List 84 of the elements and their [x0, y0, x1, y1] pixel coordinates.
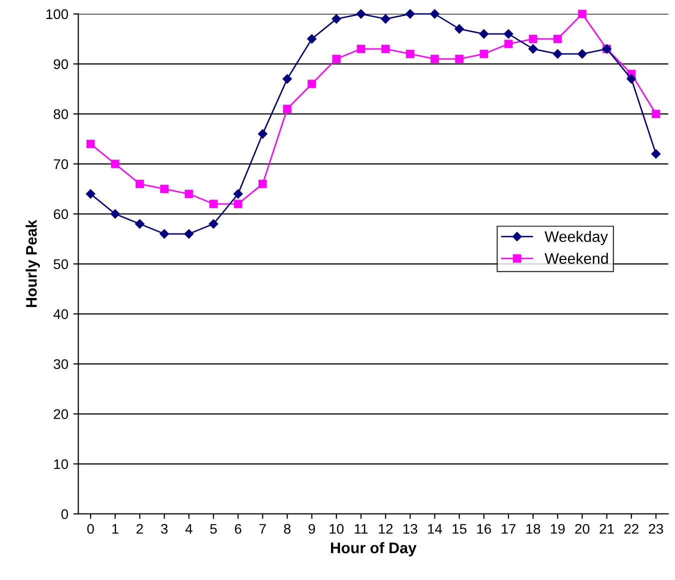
- x-tick-label: 17: [502, 524, 516, 534]
- point: [480, 50, 488, 58]
- point: [234, 200, 242, 208]
- point: [406, 9, 415, 19]
- x-tick-label: 18: [526, 524, 540, 534]
- point: [504, 40, 513, 48]
- point: [135, 219, 144, 229]
- y-tick-label: 10: [54, 459, 68, 470]
- point: [430, 9, 440, 19]
- point: [553, 49, 562, 59]
- point: [233, 189, 243, 199]
- point: [652, 110, 660, 118]
- y-tick-label: 80: [54, 109, 68, 120]
- y-tick-label: 90: [54, 59, 68, 70]
- x-tick-label: 7: [260, 524, 266, 534]
- y-tick-label: 50: [54, 259, 68, 270]
- point: [626, 74, 636, 84]
- x-tick-label: 0: [87, 524, 94, 534]
- point: [578, 49, 587, 59]
- y-tick-label: 100: [46, 9, 68, 20]
- x-tick-label: 15: [452, 524, 466, 534]
- y-tick-label: 20: [54, 409, 68, 420]
- point: [332, 14, 342, 24]
- point: [209, 200, 218, 208]
- x-tick-label: 11: [354, 524, 368, 534]
- point: [380, 14, 390, 24]
- point: [110, 209, 120, 219]
- x-tick-label: 22: [624, 524, 638, 534]
- point: [528, 34, 538, 44]
- point: [282, 74, 292, 84]
- point: [356, 44, 366, 54]
- point: [208, 219, 218, 229]
- y-tick-label: 60: [54, 209, 68, 220]
- point: [651, 149, 661, 159]
- x-tick-label: 1: [112, 524, 118, 534]
- x-tick-label: 21: [600, 524, 614, 534]
- x-tick-label: 23: [648, 524, 664, 534]
- point: [308, 80, 316, 88]
- y-tick-label: 70: [54, 159, 68, 170]
- x-tick-label: 3: [161, 524, 168, 534]
- x-tick-label: 4: [185, 524, 192, 534]
- x-tick-label: 9: [308, 524, 316, 534]
- y-tick-label: 0: [61, 509, 68, 520]
- point: [111, 160, 120, 168]
- point: [381, 44, 390, 54]
- x-tick-label: 13: [403, 524, 418, 534]
- point: [307, 34, 316, 44]
- point: [454, 24, 464, 34]
- x-tick-label: 6: [234, 524, 242, 534]
- legend-label: Weekday: [544, 230, 608, 246]
- point: [479, 29, 489, 39]
- point: [136, 180, 144, 188]
- y-tick-label: 30: [54, 359, 68, 370]
- point: [283, 104, 292, 114]
- point: [553, 34, 562, 44]
- point: [455, 54, 464, 64]
- x-tick-label: 20: [575, 524, 590, 534]
- x-tick-label: 2: [136, 524, 143, 534]
- point: [258, 129, 268, 139]
- x-tick-label: 16: [477, 524, 492, 534]
- point: [528, 44, 538, 54]
- x-tick-label: 10: [330, 524, 344, 534]
- x-tick-label: 19: [550, 524, 565, 534]
- x-tick-label: 12: [378, 524, 393, 534]
- point: [160, 229, 169, 239]
- point: [504, 29, 514, 39]
- point: [160, 184, 168, 194]
- x-axis-title: Hour of Day: [331, 542, 416, 556]
- point: [430, 54, 439, 64]
- y-tick-label: 40: [53, 309, 68, 320]
- y-axis-title: Hourly Peak: [26, 220, 40, 308]
- x-tick-label: 8: [284, 524, 290, 534]
- x-tick-label: 5: [210, 524, 217, 534]
- x-tick-label: 14: [428, 524, 442, 534]
- point: [578, 10, 586, 18]
- point: [86, 189, 96, 199]
- point: [332, 54, 341, 64]
- point: [258, 180, 267, 188]
- legend-label: Weekend: [544, 252, 608, 264]
- point: [356, 9, 366, 19]
- point: [184, 190, 194, 198]
- point: [86, 140, 95, 148]
- point: [406, 50, 414, 58]
- point: [184, 229, 194, 239]
